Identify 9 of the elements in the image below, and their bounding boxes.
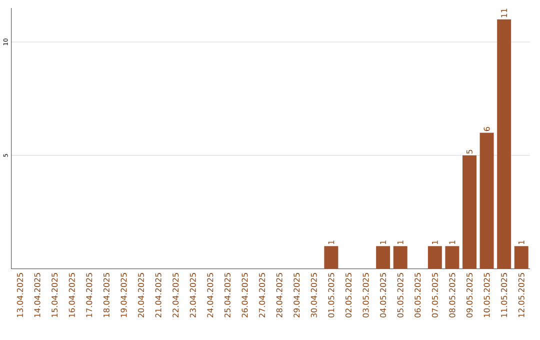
bar	[324, 246, 338, 269]
bar	[393, 246, 408, 269]
bar	[497, 19, 512, 269]
bar	[445, 246, 460, 269]
bar	[514, 246, 528, 269]
bar	[428, 246, 442, 269]
bar	[376, 246, 390, 269]
bar	[462, 156, 476, 269]
bar	[480, 132, 494, 269]
